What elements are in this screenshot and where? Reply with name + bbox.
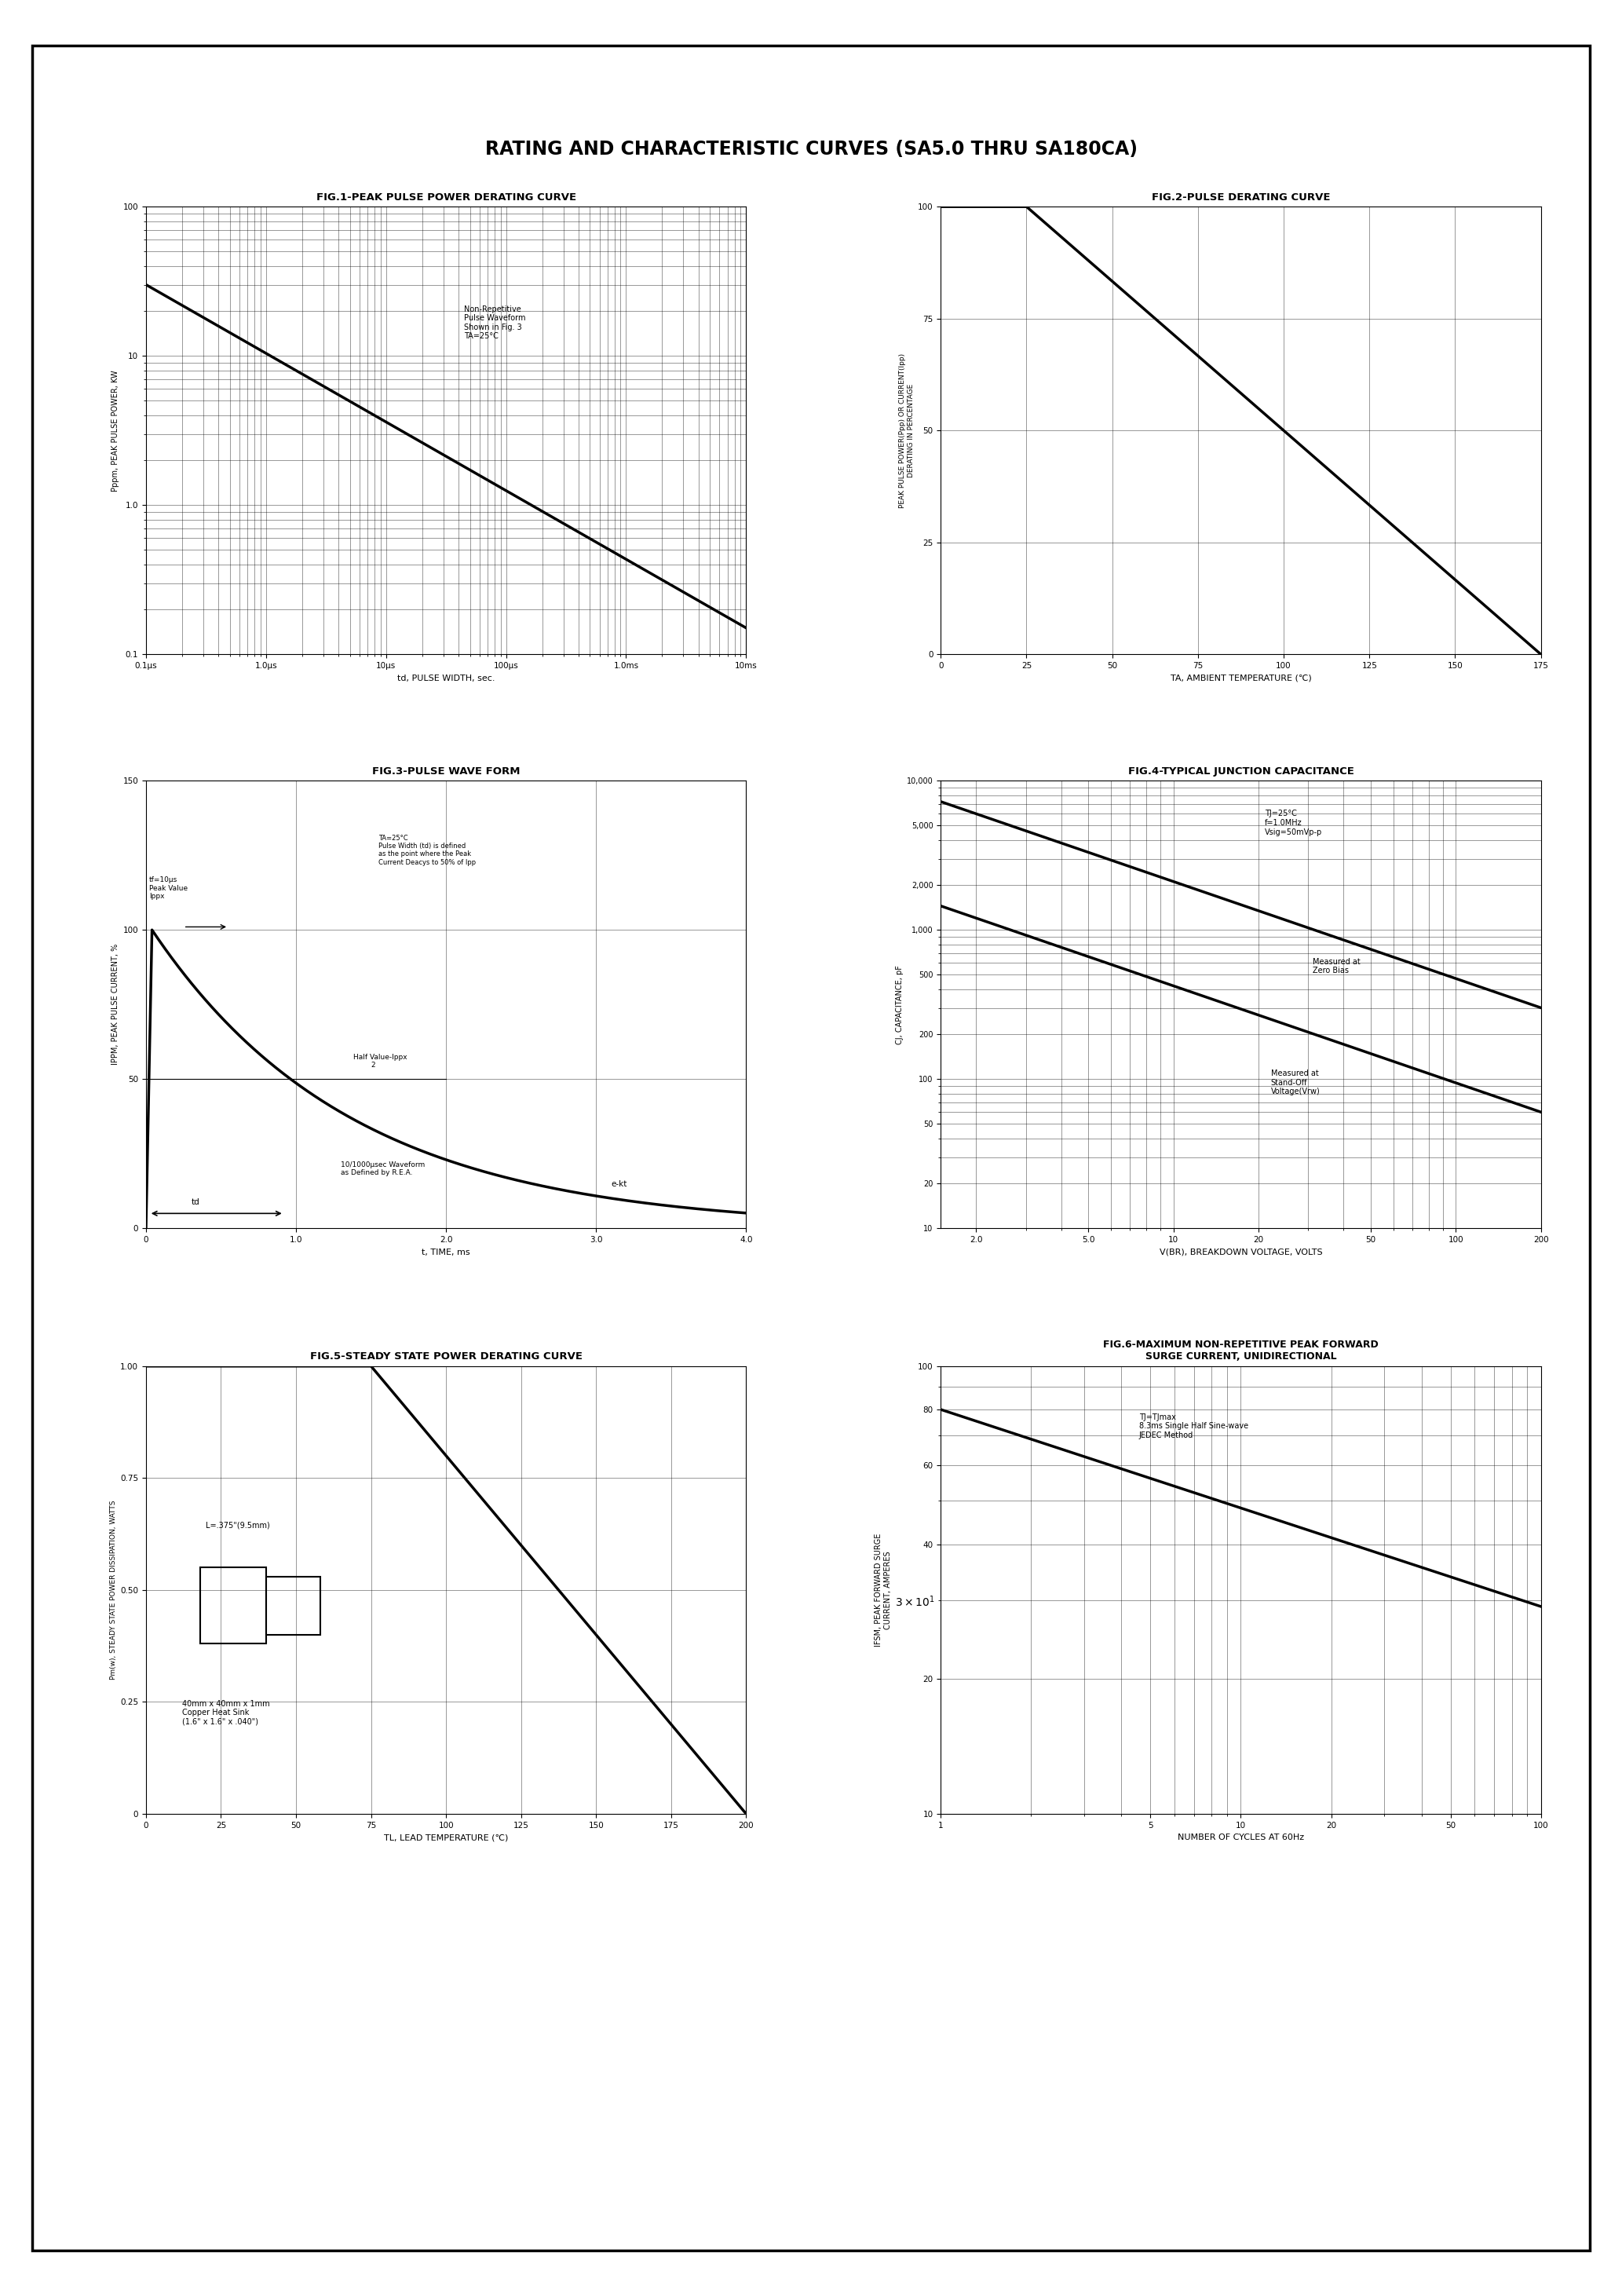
Text: TJ=25°C
f=1.0MHz
Vsig=50mVp-p: TJ=25°C f=1.0MHz Vsig=50mVp-p [1265, 810, 1322, 836]
Text: e-kt: e-kt [611, 1180, 628, 1187]
Text: Non-Repetitive
Pulse Waveform
Shown in Fig. 3
TA=25°C: Non-Repetitive Pulse Waveform Shown in F… [464, 305, 526, 340]
X-axis label: td, PULSE WIDTH, sec.: td, PULSE WIDTH, sec. [397, 675, 495, 682]
Title: FIG.1-PEAK PULSE POWER DERATING CURVE: FIG.1-PEAK PULSE POWER DERATING CURVE [316, 193, 576, 202]
Text: TJ=TJmax
8.3ms Single Half Sine-wave
JEDEC Method: TJ=TJmax 8.3ms Single Half Sine-wave JED… [1139, 1414, 1247, 1440]
Text: Measured at
Zero Bias: Measured at Zero Bias [1312, 957, 1361, 976]
Text: Measured at
Stand-Off
Voltage(Vrw): Measured at Stand-Off Voltage(Vrw) [1272, 1070, 1320, 1095]
Bar [200, 1568, 266, 1644]
Y-axis label: IFSM, PEAK FORWARD SURGE
CURRENT, AMPERES: IFSM, PEAK FORWARD SURGE CURRENT, AMPERE… [874, 1534, 892, 1646]
Y-axis label: PEAK PULSE POWER(Ppp) OR CURRENT(Ipp)
DERATING IN PERCENTAGE: PEAK PULSE POWER(Ppp) OR CURRENT(Ipp) DE… [899, 354, 915, 507]
Text: 10/1000μsec Waveform
as Defined by R.E.A.: 10/1000μsec Waveform as Defined by R.E.A… [341, 1162, 425, 1176]
Title: FIG.3-PULSE WAVE FORM: FIG.3-PULSE WAVE FORM [371, 767, 521, 776]
Text: RATING AND CHARACTERISTIC CURVES (SA5.0 THRU SA180CA): RATING AND CHARACTERISTIC CURVES (SA5.0 … [485, 140, 1137, 158]
Title: FIG.5-STEADY STATE POWER DERATING CURVE: FIG.5-STEADY STATE POWER DERATING CURVE [310, 1352, 582, 1362]
Text: 40mm x 40mm x 1mm
Copper Heat Sink
(1.6" x 1.6" x .040"): 40mm x 40mm x 1mm Copper Heat Sink (1.6"… [182, 1699, 269, 1727]
Y-axis label: CJ, CAPACITANCE, pF: CJ, CAPACITANCE, pF [895, 964, 903, 1045]
Text: Half Value-Ippx
        2: Half Value-Ippx 2 [354, 1054, 407, 1068]
Bar [266, 1577, 320, 1635]
X-axis label: NUMBER OF CYCLES AT 60Hz: NUMBER OF CYCLES AT 60Hz [1178, 1835, 1304, 1841]
Y-axis label: Pppm, PEAK PULSE POWER, KW: Pppm, PEAK PULSE POWER, KW [112, 370, 120, 491]
Y-axis label: IPPM, PEAK PULSE CURRENT, %: IPPM, PEAK PULSE CURRENT, % [112, 944, 120, 1065]
Title: FIG.6-MAXIMUM NON-REPETITIVE PEAK FORWARD
SURGE CURRENT, UNIDIRECTIONAL: FIG.6-MAXIMUM NON-REPETITIVE PEAK FORWAR… [1103, 1341, 1379, 1362]
Text: td: td [191, 1199, 200, 1205]
Title: FIG.4-TYPICAL JUNCTION CAPACITANCE: FIG.4-TYPICAL JUNCTION CAPACITANCE [1127, 767, 1354, 776]
Text: TA=25°C
Pulse Width (td) is defined
as the point where the Peak
Current Deacys t: TA=25°C Pulse Width (td) is defined as t… [378, 833, 475, 866]
Title: FIG.2-PULSE DERATING CURVE: FIG.2-PULSE DERATING CURVE [1152, 193, 1330, 202]
X-axis label: TL, LEAD TEMPERATURE (℃): TL, LEAD TEMPERATURE (℃) [384, 1835, 508, 1841]
Text: tf=10μs
Peak Value
Ippx: tf=10μs Peak Value Ippx [149, 877, 188, 900]
Text: L=.375"(9.5mm): L=.375"(9.5mm) [206, 1520, 271, 1529]
X-axis label: TA, AMBIENT TEMPERATURE (℃): TA, AMBIENT TEMPERATURE (℃) [1169, 675, 1312, 682]
X-axis label: t, TIME, ms: t, TIME, ms [422, 1249, 470, 1256]
X-axis label: V(BR), BREAKDOWN VOLTAGE, VOLTS: V(BR), BREAKDOWN VOLTAGE, VOLTS [1160, 1249, 1322, 1256]
Y-axis label: Pm(w), STEADY STATE POWER DISSIPATION, WATTS: Pm(w), STEADY STATE POWER DISSIPATION, W… [110, 1499, 117, 1681]
